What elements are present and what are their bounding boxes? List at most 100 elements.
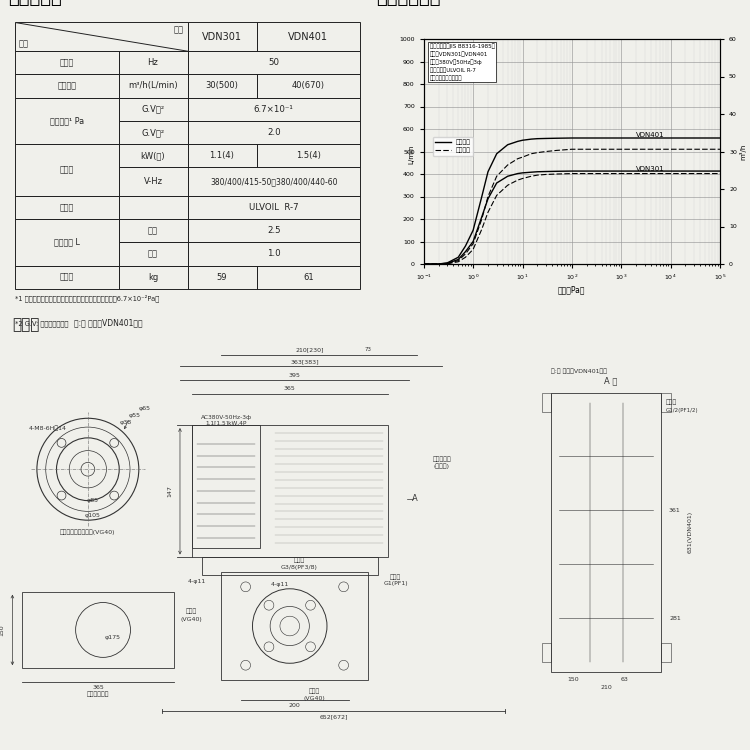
Text: 使用油: 使用油 [60, 203, 74, 212]
Text: 30(500): 30(500) [206, 82, 238, 91]
Text: G3/8(PF3/8): G3/8(PF3/8) [281, 565, 318, 570]
Bar [15, 74, 119, 98]
Bar [15, 144, 119, 196]
Text: 210[230]: 210[230] [295, 347, 323, 352]
Bar [118, 196, 188, 219]
Text: 361: 361 [669, 508, 681, 513]
Text: φ55: φ55 [129, 413, 141, 418]
Text: kg: kg [148, 273, 158, 282]
Text: G1/2(PF1/2): G1/2(PF1/2) [666, 408, 699, 413]
Bar [188, 167, 360, 196]
Text: (VG40): (VG40) [303, 696, 325, 701]
Text: 基座安装尺寸: 基座安装尺寸 [87, 692, 109, 698]
Bar [188, 74, 256, 98]
Text: 注:〔 〕内为VDN401尺寸: 注:〔 〕内为VDN401尺寸 [74, 318, 142, 327]
Y-axis label: m³/h: m³/h [740, 143, 747, 160]
Text: 363[383]: 363[383] [290, 359, 319, 364]
Text: 2.5: 2.5 [267, 226, 280, 236]
Text: 机型: 机型 [174, 26, 184, 34]
Bar [542, 393, 551, 412]
Bar [188, 51, 360, 74]
Text: 脚螺栓: 脚螺栓 [666, 400, 677, 406]
Text: 尺寸图: 尺寸图 [13, 317, 40, 332]
Text: G.V开²: G.V开² [142, 128, 164, 137]
Text: L/min: L/min [408, 144, 414, 164]
Text: 395: 395 [289, 373, 301, 378]
Bar [118, 144, 188, 167]
Bar [118, 242, 188, 266]
Text: 380/400/415-50、380/400/440-60: 380/400/415-50、380/400/440-60 [210, 177, 338, 186]
Text: 6.7×10⁻¹: 6.7×10⁻¹ [254, 105, 294, 114]
Bar [256, 74, 360, 98]
Bar [662, 393, 671, 412]
Text: 1.1(4): 1.1(4) [209, 152, 235, 160]
Text: (VG40): (VG40) [181, 616, 203, 622]
Text: 200: 200 [289, 703, 301, 708]
Text: AC380V-50Hz-3ф: AC380V-50Hz-3ф [200, 415, 251, 420]
Text: Hz: Hz [148, 58, 158, 68]
Text: 73: 73 [364, 347, 372, 352]
Text: 进气口: 进气口 [186, 608, 197, 614]
Text: 59: 59 [217, 273, 227, 282]
Bar [118, 121, 188, 144]
Bar [188, 121, 360, 144]
Bar [118, 219, 188, 242]
Text: φ38: φ38 [119, 420, 131, 424]
Text: VDN401: VDN401 [288, 32, 328, 42]
Text: 几何抽速: 几何抽速 [57, 82, 76, 91]
Text: G.V关²: G.V关² [142, 105, 164, 114]
Bar [188, 22, 256, 51]
Text: 61: 61 [303, 273, 313, 282]
Bar [15, 22, 188, 51]
Text: ULVOIL  R-7: ULVOIL R-7 [249, 203, 298, 212]
Text: 气镇口: 气镇口 [294, 557, 305, 563]
Text: 150: 150 [567, 677, 579, 682]
Bar [188, 196, 360, 219]
Bar [256, 22, 360, 51]
Bar [542, 643, 551, 662]
Text: VDN301: VDN301 [636, 166, 664, 172]
Text: 365: 365 [92, 686, 104, 690]
Bar [188, 266, 256, 289]
Text: 加油口: 加油口 [390, 574, 401, 580]
Bar [256, 144, 360, 167]
Bar [118, 266, 188, 289]
Bar [22, 592, 174, 668]
Bar [118, 51, 188, 74]
Bar [192, 425, 260, 548]
Text: 重　量: 重 量 [60, 273, 74, 282]
Text: 40(670): 40(670) [292, 82, 325, 91]
Text: 下限: 下限 [148, 250, 158, 259]
Text: *2 G.V: 气镇阀的缩写。: *2 G.V: 气镇阀的缩写。 [15, 321, 68, 327]
Text: 上限: 上限 [148, 226, 158, 236]
Text: 63: 63 [621, 677, 628, 682]
Text: 4-φ11: 4-φ11 [188, 580, 206, 584]
Text: 210: 210 [601, 686, 612, 690]
Text: G1(PF1): G1(PF1) [383, 581, 408, 586]
Bar [188, 219, 360, 242]
Bar [256, 266, 360, 289]
Text: 所需油量 L: 所需油量 L [54, 238, 80, 247]
Text: 极限压力¹ Pa: 极限压力¹ Pa [50, 116, 84, 125]
Text: 365: 365 [284, 386, 296, 392]
Bar [551, 393, 662, 672]
Bar [15, 98, 119, 144]
Text: *1 皮拉尼真空计测得的值，如用麦氏真空计测量则约为6.7×10⁻²Pa。: *1 皮拉尼真空计测得的值，如用麦氏真空计测量则约为6.7×10⁻²Pa。 [15, 294, 159, 302]
Text: 技术参数表: 技术参数表 [8, 0, 62, 7]
Text: V-Hz: V-Hz [143, 177, 163, 186]
Text: φ65: φ65 [139, 406, 151, 411]
Text: φ85: φ85 [87, 498, 99, 503]
Text: 281: 281 [669, 616, 681, 621]
Bar [188, 144, 256, 167]
Bar [15, 219, 119, 266]
Text: VDN301: VDN301 [202, 32, 242, 42]
Text: φ175: φ175 [105, 635, 121, 640]
Text: 631(VDN401): 631(VDN401) [688, 512, 693, 554]
Bar [15, 51, 119, 74]
Text: kW(极): kW(极) [141, 152, 165, 160]
Text: 抽气速率：（JIS B8316-1985）
型号：VDN301、VDN401
电源：380V，50Hz，3ф
真空泵油：ULVOIL R-7
真空计：皮拉尼真空: 抽气速率：（JIS B8316-1985） 型号：VDN301、VDN401 电… [430, 44, 494, 81]
Text: 1.1[1.5]kW,4P: 1.1[1.5]kW,4P [206, 421, 247, 426]
Text: 50: 50 [268, 58, 279, 68]
Text: A 向: A 向 [604, 376, 618, 386]
Text: 项目: 项目 [19, 40, 28, 49]
